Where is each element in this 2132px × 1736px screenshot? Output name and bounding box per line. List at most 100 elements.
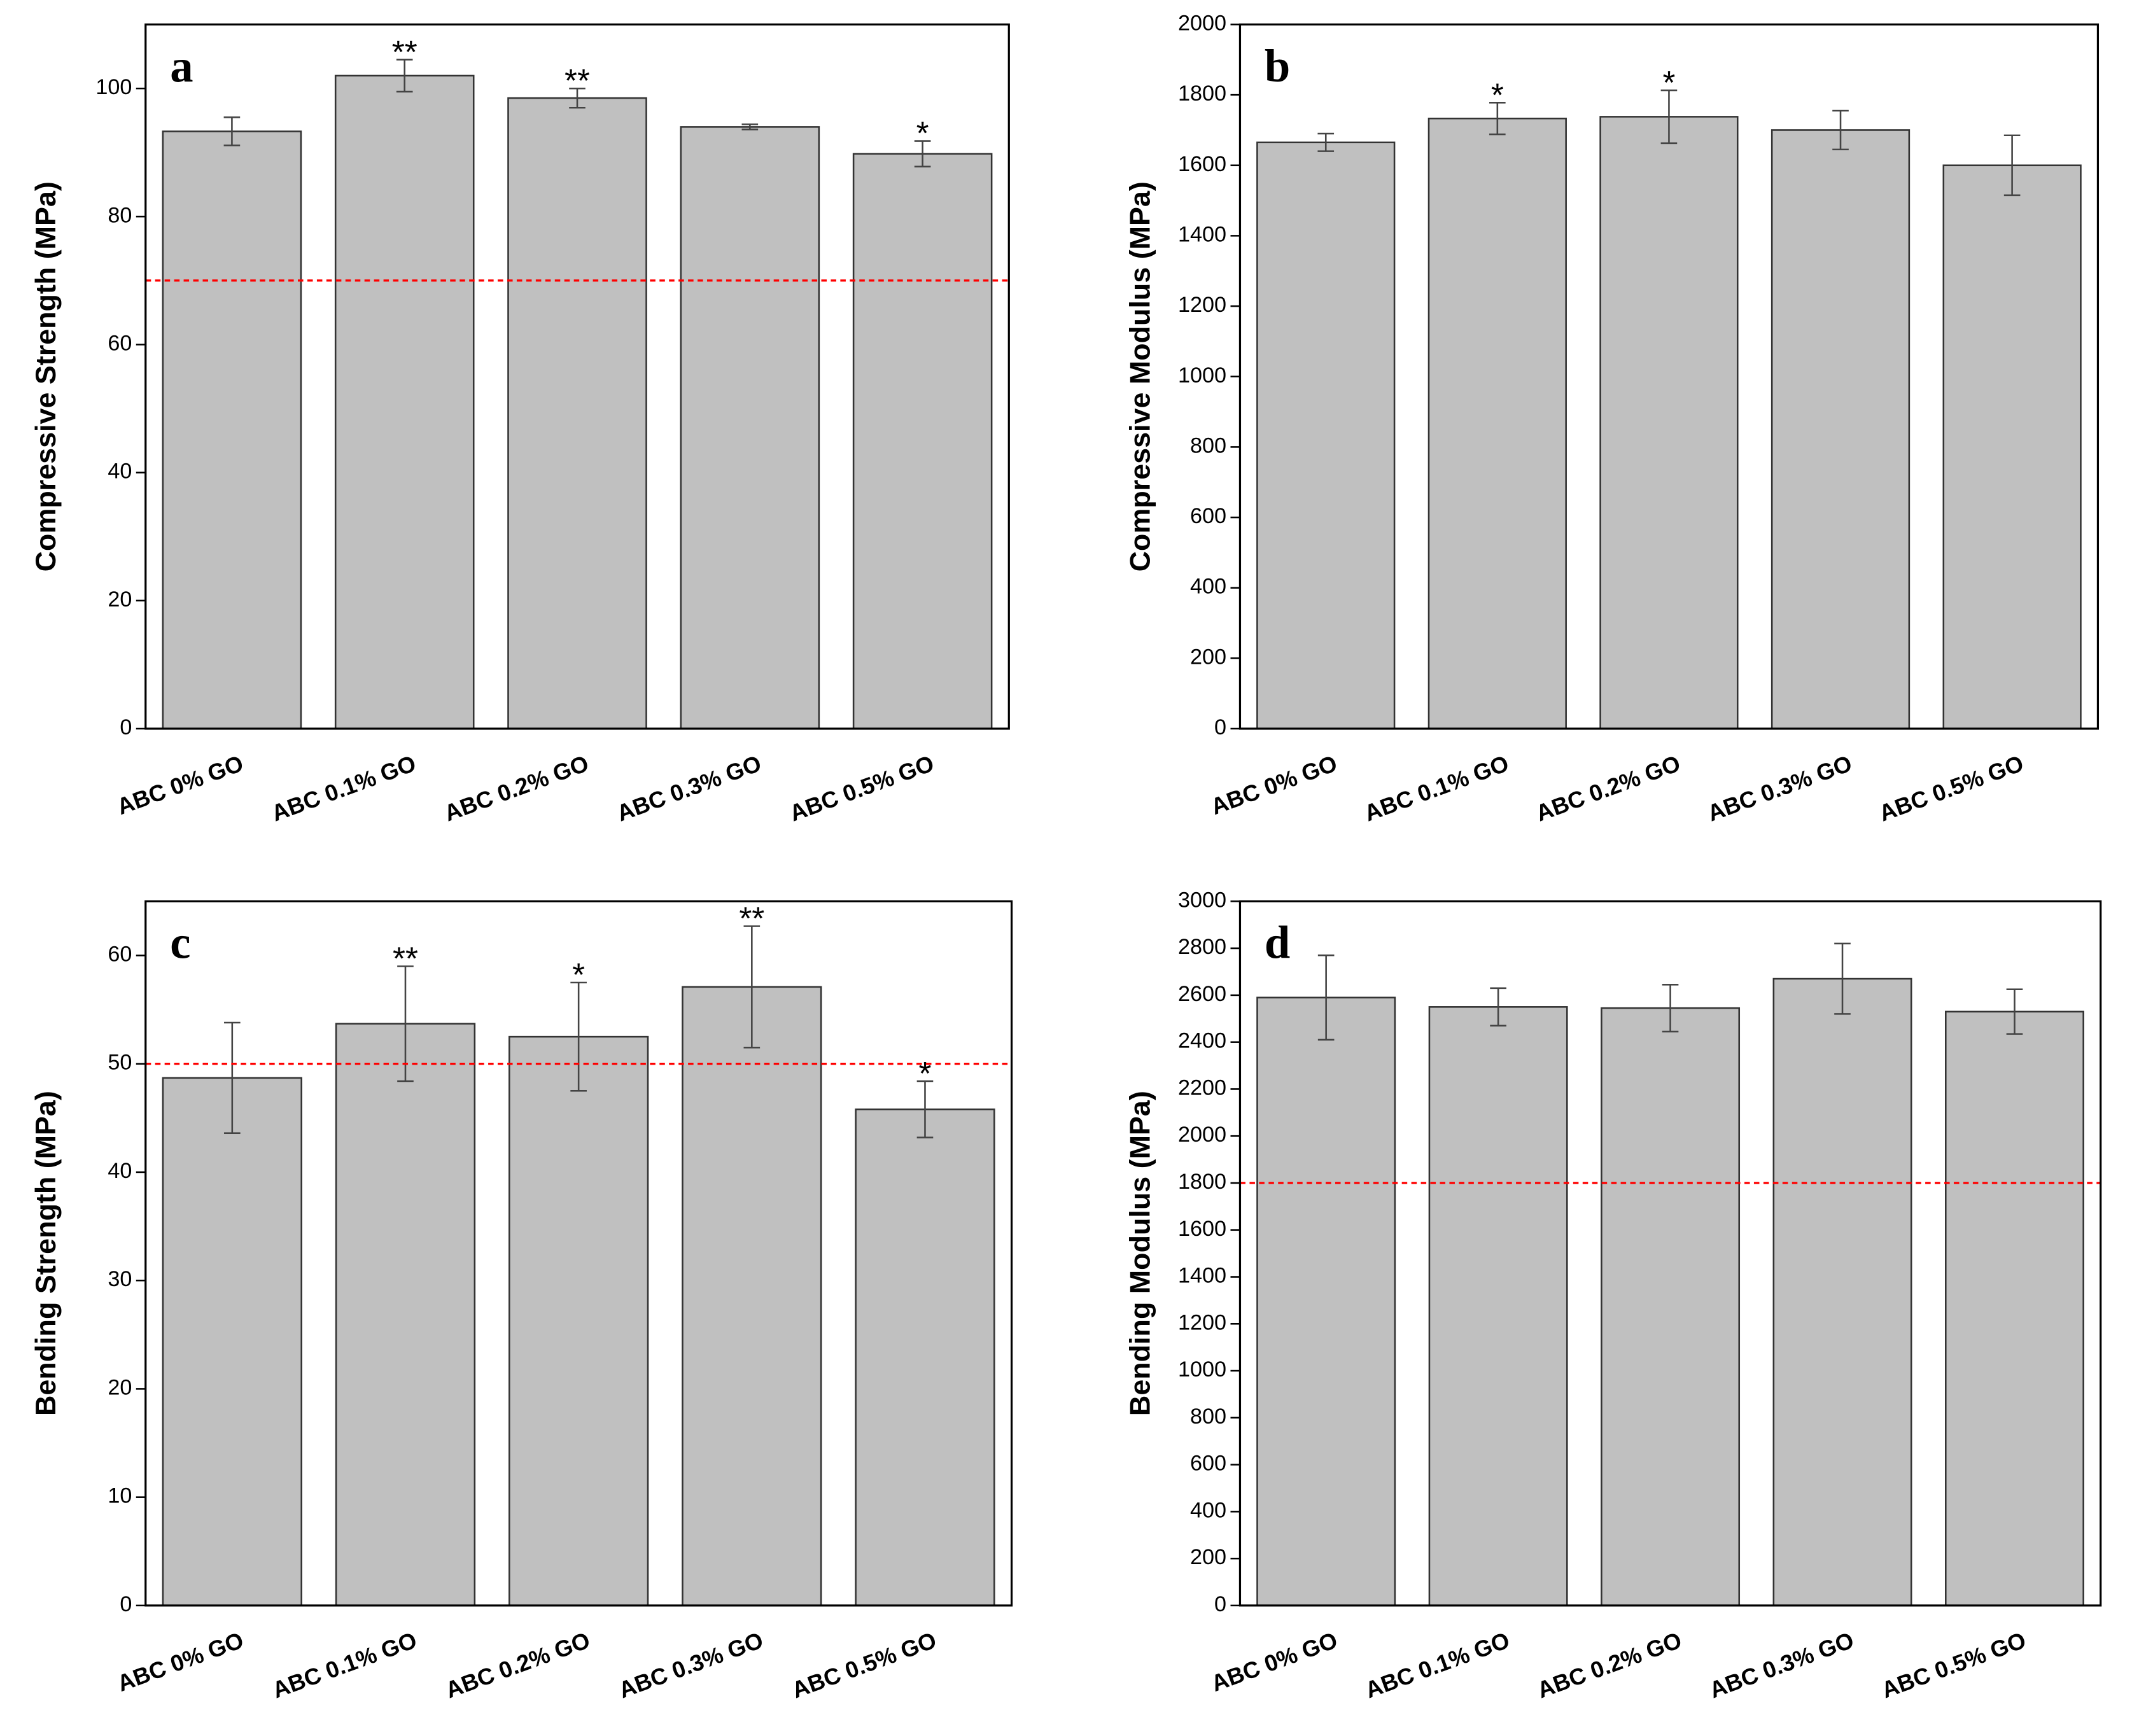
error-bar <box>570 981 587 1092</box>
x-tick-label: ABC 0.5% GO <box>789 1627 940 1703</box>
plot-frame <box>144 900 1013 1607</box>
error-bar <box>1662 984 1679 1033</box>
x-tick-label: ABC 0.2% GO <box>440 750 592 827</box>
y-tick-label: 1400 <box>1178 222 1226 246</box>
y-tick-label: 2600 <box>1178 982 1226 1006</box>
significance-label: ** <box>739 900 764 936</box>
error-bar <box>397 965 414 1082</box>
y-tick-label: 1600 <box>1178 152 1226 176</box>
bar <box>1942 164 2082 730</box>
y-tick-label: 80 <box>108 203 132 227</box>
bar <box>334 74 475 730</box>
error-bar <box>1832 109 1849 151</box>
error-bar <box>1489 102 1506 136</box>
y-tick-label: 2800 <box>1178 935 1226 959</box>
y-axis-label: Compressive Strength (MPa) <box>29 181 62 571</box>
error-bar <box>569 87 586 109</box>
y-tick-label: 40 <box>108 1159 132 1183</box>
bar <box>335 1023 476 1607</box>
x-tick-label: ABC 0.3% GO <box>614 750 765 827</box>
error-bar <box>1317 954 1335 1041</box>
error-bar <box>743 925 761 1049</box>
y-tick-label: 10 <box>108 1484 132 1508</box>
y-tick-label: 50 <box>108 1051 132 1075</box>
significance-label: * <box>1491 76 1504 113</box>
bar <box>508 1035 649 1607</box>
y-tick-label: 40 <box>108 459 132 484</box>
bar <box>162 1077 302 1607</box>
error-bar <box>396 59 413 93</box>
y-axis-label: Bending Strength (MPa) <box>29 1091 62 1416</box>
bar <box>1427 117 1567 730</box>
error-bar <box>916 1080 934 1138</box>
bar <box>1256 997 1396 1607</box>
significance-label: * <box>916 115 929 151</box>
x-tick-label: ABC 0.3% GO <box>615 1627 767 1703</box>
y-tick-label: 2200 <box>1178 1075 1226 1100</box>
y-axis-label: Bending Modulus (MPa) <box>1123 1091 1156 1416</box>
bar <box>1772 977 1912 1607</box>
x-tick-label: ABC 0% GO <box>113 750 246 820</box>
y-tick-label: 0 <box>120 1592 132 1616</box>
x-tick-label: ABC 0.2% GO <box>442 1627 594 1703</box>
y-tick-label: 100 <box>95 75 132 99</box>
y-tick-label: 3000 <box>1178 888 1226 912</box>
bar <box>1428 1006 1568 1607</box>
plot-frame <box>1238 900 2102 1607</box>
y-tick-label: 1800 <box>1178 1170 1226 1194</box>
error-bar <box>223 116 241 146</box>
error-bar <box>224 1021 241 1134</box>
significance-label: ** <box>392 34 417 70</box>
bar <box>1256 141 1396 730</box>
significance-label: * <box>572 956 585 993</box>
panel-label: a <box>170 40 193 92</box>
bar <box>1771 129 1911 730</box>
y-tick-label: 1200 <box>1178 1310 1226 1334</box>
y-tick-label: 20 <box>108 1375 132 1399</box>
bar <box>852 153 993 730</box>
y-tick-label: 0 <box>1214 1592 1226 1616</box>
y-tick-label: 1200 <box>1178 293 1226 317</box>
error-bar <box>1317 132 1335 152</box>
x-tick-label: ABC 0.1% GO <box>1362 1627 1513 1703</box>
y-tick-label: 800 <box>1190 1404 1226 1429</box>
error-bar <box>1660 89 1678 144</box>
x-tick-label: ABC 0.5% GO <box>1878 1627 2030 1703</box>
bar <box>1601 1007 1741 1607</box>
error-bar <box>2003 134 2021 197</box>
error-bar <box>741 123 759 130</box>
panel-label: b <box>1265 40 1290 92</box>
y-tick-label: 200 <box>1190 645 1226 669</box>
y-tick-label: 0 <box>120 715 132 739</box>
y-tick-label: 60 <box>108 942 132 966</box>
y-tick-label: 600 <box>1190 504 1226 528</box>
plot-frame <box>1238 23 2100 730</box>
y-tick-label: 30 <box>108 1267 132 1291</box>
error-bar <box>1490 987 1506 1027</box>
x-tick-label: ABC 0.2% GO <box>1532 750 1684 827</box>
significance-label: * <box>1662 64 1675 101</box>
x-tick-label: ABC 0.3% GO <box>1704 750 1855 827</box>
y-tick-label: 2400 <box>1178 1029 1226 1053</box>
y-tick-label: 1400 <box>1178 1264 1226 1288</box>
panel-label: c <box>170 917 190 969</box>
y-tick-label: 400 <box>1190 1498 1226 1522</box>
plot-frame <box>144 23 1010 730</box>
error-bar <box>914 140 931 168</box>
x-tick-label: ABC 0.1% GO <box>1361 750 1512 827</box>
y-tick-label: 2000 <box>1178 11 1226 35</box>
error-bar <box>2006 988 2023 1035</box>
x-tick-label: ABC 0.2% GO <box>1534 1627 1685 1703</box>
y-tick-label: 0 <box>1214 715 1226 739</box>
x-tick-label: ABC 0.3% GO <box>1706 1627 1857 1703</box>
bar <box>682 986 822 1607</box>
significance-label: * <box>918 1055 931 1091</box>
x-tick-label: ABC 0% GO <box>114 1627 247 1697</box>
x-tick-label: ABC 0% GO <box>1208 1627 1341 1697</box>
y-tick-label: 20 <box>108 587 132 612</box>
bar <box>855 1108 995 1607</box>
x-tick-label: ABC 0.1% GO <box>269 1627 420 1703</box>
x-tick-label: ABC 0.5% GO <box>1876 750 2027 827</box>
bar <box>1945 1011 2084 1607</box>
y-tick-label: 400 <box>1190 575 1226 599</box>
